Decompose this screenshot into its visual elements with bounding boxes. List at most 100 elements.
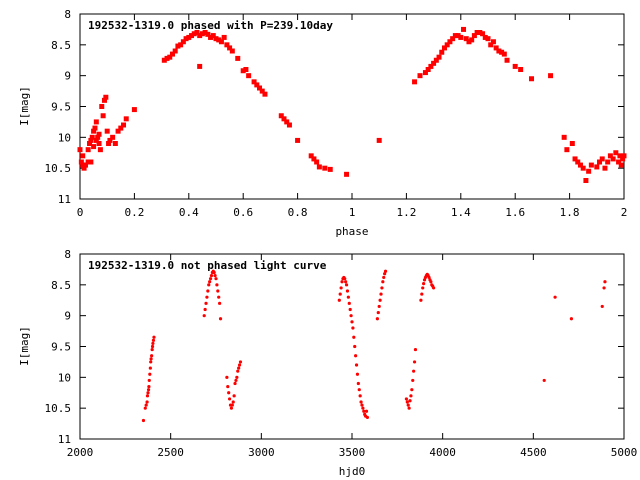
data-point — [347, 301, 351, 305]
data-point — [231, 400, 235, 404]
x-tick-label: 4000 — [429, 446, 456, 459]
unphased-plot-title: 192532-1319.0 not phased light curve — [88, 259, 327, 272]
data-point — [281, 116, 287, 122]
data-point — [118, 125, 124, 131]
data-point — [607, 153, 613, 159]
data-point — [553, 295, 557, 299]
data-point — [346, 295, 350, 299]
data-point — [104, 128, 110, 134]
data-point — [337, 298, 341, 302]
y-tick-label: 9.5 — [51, 341, 71, 354]
data-point — [377, 304, 381, 309]
data-point — [422, 282, 426, 286]
data-point — [600, 304, 604, 309]
data-point — [383, 269, 388, 273]
data-point — [618, 162, 624, 168]
data-point — [480, 31, 486, 37]
data-point — [218, 39, 224, 45]
data-point — [427, 275, 431, 280]
data-point — [202, 314, 206, 318]
data-point — [407, 406, 411, 410]
data-point — [431, 60, 437, 66]
y-tick-label: 10.5 — [45, 162, 72, 175]
unphased-plot-panel: 192532-1319.0 not phased light curve hjd… — [18, 248, 637, 478]
data-point — [199, 31, 205, 37]
y-tick-label: 9 — [64, 310, 71, 323]
x-tick-label: 2500 — [157, 446, 184, 459]
data-point — [353, 344, 357, 349]
data-point — [477, 30, 483, 35]
data-point — [603, 280, 607, 284]
data-point — [583, 178, 589, 183]
data-point — [542, 378, 546, 383]
data-point — [227, 391, 231, 395]
data-point — [144, 403, 148, 407]
data-point — [115, 128, 121, 134]
data-point — [420, 292, 424, 296]
data-point — [356, 381, 360, 386]
data-point — [588, 162, 594, 168]
phased-plot-frame — [79, 13, 625, 200]
data-point — [251, 79, 257, 85]
data-point — [110, 134, 116, 140]
data-point — [488, 42, 494, 48]
data-point — [381, 280, 385, 284]
data-point — [217, 295, 221, 299]
phased-plot-y-axis-label: I[mag] — [18, 86, 31, 126]
data-point — [151, 338, 156, 342]
data-point — [149, 360, 153, 364]
data-point — [382, 275, 386, 280]
data-point — [344, 283, 349, 287]
phased-plot-title: 192532-1319.0 phased with P=239.10day — [88, 19, 333, 32]
data-point — [466, 39, 472, 45]
data-point — [295, 137, 301, 143]
data-point — [103, 94, 109, 100]
data-point — [594, 164, 600, 170]
data-point — [213, 36, 219, 42]
data-point — [257, 85, 263, 91]
data-point — [499, 49, 505, 55]
data-point — [485, 36, 491, 42]
data-point — [225, 375, 229, 379]
data-point — [471, 33, 477, 39]
data-point — [96, 131, 102, 137]
data-point — [404, 397, 408, 401]
data-point — [237, 363, 242, 367]
data-point — [213, 273, 217, 278]
data-point — [100, 113, 106, 119]
x-tick-label: 0.8 — [288, 206, 308, 219]
data-point — [97, 147, 103, 153]
data-point — [316, 164, 322, 170]
data-point — [417, 73, 423, 79]
data-point — [413, 347, 418, 352]
x-tick-label: 2 — [621, 206, 628, 219]
data-point — [212, 270, 216, 275]
data-point — [411, 378, 415, 383]
y-tick-label: 8 — [64, 248, 71, 261]
y-tick-label: 8.5 — [51, 279, 71, 292]
x-tick-label: 2000 — [67, 446, 94, 459]
data-point — [148, 366, 152, 370]
data-point — [482, 34, 488, 40]
data-point — [87, 141, 93, 146]
y-tick-label: 11 — [58, 433, 71, 446]
data-point — [147, 384, 151, 389]
data-point — [412, 79, 418, 85]
data-point — [339, 286, 343, 290]
data-point — [469, 37, 475, 43]
data-point — [175, 43, 181, 49]
data-point — [224, 42, 230, 48]
data-point — [234, 378, 238, 383]
y-tick-label: 9.5 — [51, 101, 71, 114]
data-point — [85, 147, 91, 153]
data-point — [350, 320, 354, 324]
data-point — [419, 298, 423, 302]
data-point — [433, 57, 439, 63]
x-tick-label: 0.6 — [233, 206, 253, 219]
data-point — [226, 384, 230, 389]
data-point — [93, 137, 99, 143]
x-tick-label: 1.2 — [396, 206, 416, 219]
data-point — [383, 272, 387, 276]
data-point — [613, 150, 619, 156]
data-point — [450, 36, 456, 42]
